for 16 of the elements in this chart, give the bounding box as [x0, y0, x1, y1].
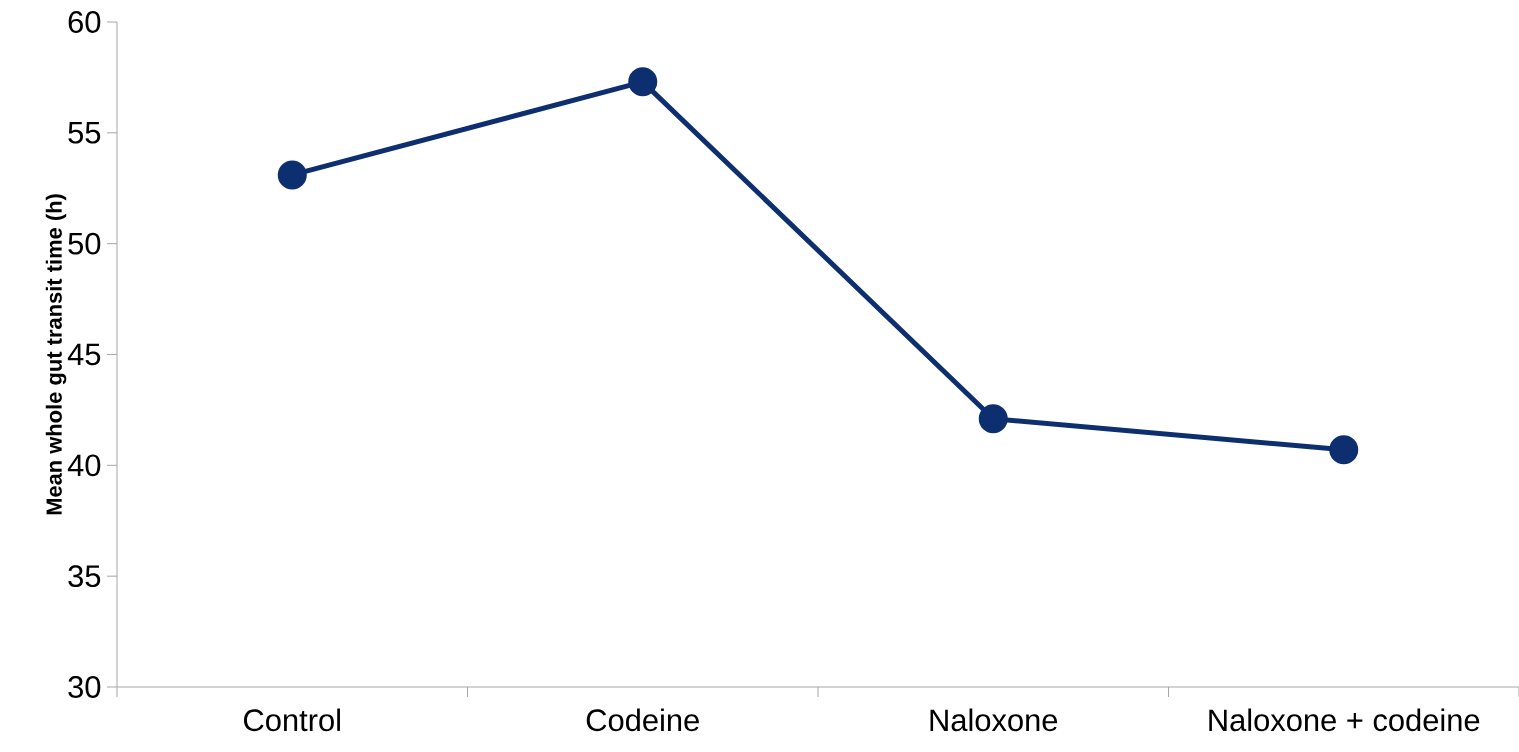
- y-tick-label: 35: [68, 565, 101, 588]
- x-tick-label: Codeine: [586, 708, 699, 732]
- point: [277, 160, 307, 190]
- point: [1329, 435, 1359, 465]
- y-tick-label: 40: [67, 454, 101, 477]
- point: [628, 67, 658, 97]
- y-tick-label: 30: [68, 676, 101, 698]
- x-tick-label: Naloxone: [930, 708, 1058, 732]
- x-tick-label: Naloxone + codeine: [1209, 708, 1480, 732]
- y-tick-label: 55: [68, 122, 101, 144]
- x-tick-label: Control: [244, 708, 340, 732]
- y-tick-label: 50: [68, 232, 101, 255]
- y-axis-title: Mean whole gut transit time (h): [45, 194, 67, 515]
- y-tick-label: 60: [68, 11, 101, 33]
- point: [978, 404, 1008, 434]
- y-tick-label: 45: [67, 343, 101, 366]
